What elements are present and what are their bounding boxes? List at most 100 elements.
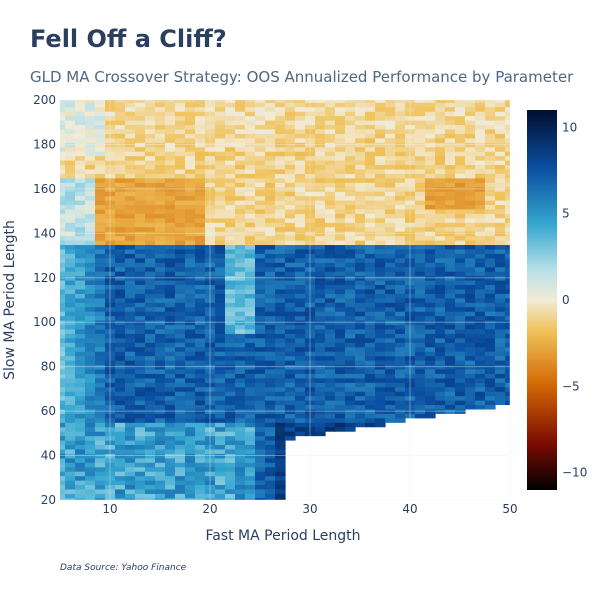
heatmap-cell <box>445 306 456 312</box>
heatmap-cell <box>135 382 146 388</box>
heatmap-cell <box>175 284 186 290</box>
heatmap-cell <box>215 408 226 414</box>
heatmap-cell <box>125 155 136 161</box>
heatmap-cell <box>335 311 346 317</box>
heatmap-cell <box>115 177 126 183</box>
heatmap-cell <box>445 222 456 228</box>
heatmap-cell <box>115 195 126 201</box>
heatmap-cell <box>155 120 166 126</box>
heatmap-cell <box>65 324 76 330</box>
heatmap-cell <box>95 213 106 219</box>
heatmap-cell <box>125 391 136 397</box>
heatmap-cell <box>435 120 446 126</box>
heatmap-cell <box>225 253 236 259</box>
heatmap-cell <box>85 368 96 374</box>
heatmap-cell <box>275 333 286 339</box>
heatmap-cell <box>245 462 256 468</box>
heatmap-cell <box>415 146 426 152</box>
heatmap-cell <box>325 182 336 188</box>
heatmap-cell <box>485 222 496 228</box>
heatmap-cell <box>485 262 496 268</box>
heatmap-cell <box>405 400 416 406</box>
heatmap-cell <box>225 453 236 459</box>
heatmap-cell <box>435 386 446 392</box>
heatmap-cell <box>225 484 236 490</box>
heatmap-cell <box>505 364 510 370</box>
heatmap-cell <box>355 106 366 112</box>
heatmap-cell <box>285 351 296 357</box>
heatmap-cell <box>65 137 76 143</box>
heatmap-cell <box>235 195 246 201</box>
heatmap-cell <box>375 173 386 179</box>
heatmap-cell <box>65 164 76 170</box>
heatmap-cell <box>60 431 66 437</box>
heatmap-cell <box>405 257 416 263</box>
heatmap-cell <box>495 386 506 392</box>
heatmap-cell <box>145 320 156 326</box>
heatmap-cell <box>75 453 86 459</box>
heatmap-cell <box>445 142 456 148</box>
heatmap-cell <box>225 164 236 170</box>
heatmap-cell <box>265 337 276 343</box>
heatmap-cell <box>165 204 176 210</box>
heatmap-cell <box>215 235 226 241</box>
heatmap-cell <box>325 177 336 183</box>
heatmap-cell <box>425 231 436 237</box>
heatmap-cell <box>175 448 186 454</box>
heatmap-cell <box>235 457 246 463</box>
heatmap-cell <box>60 386 66 392</box>
heatmap-cell <box>205 328 216 334</box>
heatmap-cell <box>205 235 216 241</box>
heatmap-cell <box>65 391 76 397</box>
heatmap-cell <box>85 217 96 223</box>
heatmap-cell <box>125 222 136 228</box>
heatmap-cell <box>105 186 116 192</box>
heatmap-cell <box>285 288 296 294</box>
heatmap-cell <box>425 373 436 379</box>
heatmap-cell <box>225 182 236 188</box>
heatmap-cell <box>235 173 246 179</box>
heatmap-cell <box>75 342 86 348</box>
y-tick-label: 40 <box>41 449 56 463</box>
heatmap-cell <box>145 413 156 419</box>
heatmap-cell <box>255 137 266 143</box>
heatmap-cell <box>365 226 376 232</box>
heatmap-cell <box>345 244 356 250</box>
heatmap-cell <box>185 364 196 370</box>
heatmap-cell <box>345 297 356 303</box>
heatmap-cell <box>295 315 306 321</box>
heatmap-cell <box>125 253 136 259</box>
heatmap-cell <box>255 484 266 490</box>
heatmap-cell <box>465 257 476 263</box>
heatmap-cell <box>275 213 286 219</box>
heatmap-cell <box>115 297 126 303</box>
heatmap-cell <box>175 271 186 277</box>
heatmap-cell <box>405 164 416 170</box>
heatmap-cell <box>95 240 106 246</box>
heatmap-cell <box>455 200 466 206</box>
heatmap-cell <box>415 204 426 210</box>
heatmap-cell <box>385 382 396 388</box>
heatmap-cell <box>425 364 436 370</box>
heatmap-cell <box>65 244 76 250</box>
heatmap-cell <box>475 248 486 254</box>
heatmap-cell <box>195 133 206 139</box>
heatmap-cell <box>355 382 366 388</box>
heatmap-cell <box>245 128 256 134</box>
heatmap-cell <box>385 102 396 108</box>
heatmap-cell <box>335 204 346 210</box>
heatmap-cell <box>115 333 126 339</box>
heatmap-cell <box>155 426 166 432</box>
heatmap-cell <box>315 342 326 348</box>
heatmap-cell <box>175 257 186 263</box>
heatmap-cell <box>275 400 286 406</box>
heatmap-cell <box>205 457 216 463</box>
heatmap-cell <box>65 142 76 148</box>
heatmap-cell <box>265 302 276 308</box>
heatmap-cell <box>475 204 486 210</box>
heatmap-cell <box>115 275 126 281</box>
heatmap-cell <box>415 100 426 103</box>
heatmap-cell <box>60 315 66 321</box>
heatmap-cell <box>265 311 276 317</box>
heatmap-cell <box>205 351 216 357</box>
